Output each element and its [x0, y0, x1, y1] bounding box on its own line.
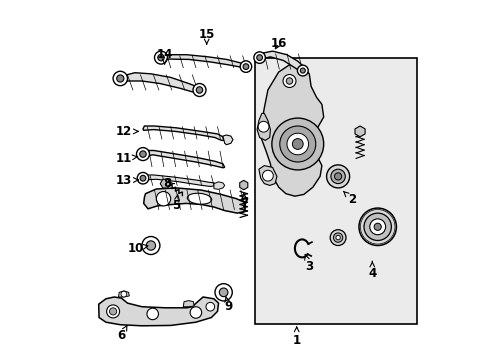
Text: 16: 16 — [270, 37, 286, 50]
Circle shape — [140, 175, 145, 181]
Polygon shape — [118, 291, 129, 297]
Circle shape — [193, 84, 205, 96]
Text: 3: 3 — [304, 255, 313, 273]
Polygon shape — [354, 126, 365, 137]
Circle shape — [113, 71, 127, 86]
Circle shape — [117, 75, 123, 82]
Polygon shape — [99, 297, 218, 326]
Text: 8: 8 — [163, 177, 174, 190]
Circle shape — [109, 308, 117, 315]
Polygon shape — [143, 188, 244, 213]
Bar — [255, 58, 416, 324]
Circle shape — [146, 241, 155, 250]
Circle shape — [363, 213, 390, 240]
Text: 10: 10 — [127, 242, 147, 255]
Circle shape — [240, 61, 251, 72]
Circle shape — [329, 230, 346, 246]
Circle shape — [140, 151, 146, 157]
Text: 4: 4 — [367, 261, 376, 280]
Circle shape — [205, 302, 214, 311]
Circle shape — [300, 68, 305, 73]
Circle shape — [158, 54, 164, 61]
Polygon shape — [239, 180, 247, 190]
Polygon shape — [158, 55, 248, 69]
Text: 7: 7 — [240, 194, 248, 210]
Circle shape — [283, 75, 295, 87]
Circle shape — [286, 133, 308, 155]
Circle shape — [358, 208, 396, 246]
Circle shape — [219, 288, 227, 297]
Polygon shape — [183, 301, 194, 307]
Circle shape — [373, 223, 381, 230]
Circle shape — [196, 87, 203, 93]
Circle shape — [215, 284, 232, 301]
Circle shape — [262, 170, 273, 181]
Circle shape — [258, 121, 268, 132]
Circle shape — [253, 52, 265, 63]
Circle shape — [146, 308, 158, 320]
Text: 1: 1 — [292, 327, 300, 347]
Circle shape — [369, 219, 385, 235]
Text: 5: 5 — [172, 195, 180, 212]
Text: 12: 12 — [116, 125, 138, 138]
Text: 13: 13 — [116, 174, 138, 186]
Polygon shape — [160, 179, 170, 188]
Polygon shape — [118, 73, 202, 93]
Circle shape — [326, 165, 349, 188]
Polygon shape — [257, 113, 270, 140]
Polygon shape — [223, 135, 232, 145]
Polygon shape — [142, 126, 223, 140]
Circle shape — [136, 148, 149, 161]
Ellipse shape — [187, 193, 211, 204]
Circle shape — [256, 55, 262, 60]
Polygon shape — [140, 150, 224, 168]
Polygon shape — [141, 175, 215, 186]
Circle shape — [335, 235, 340, 240]
Circle shape — [285, 78, 292, 84]
Polygon shape — [258, 166, 276, 185]
Circle shape — [156, 192, 170, 206]
Polygon shape — [257, 51, 305, 72]
Circle shape — [121, 291, 126, 297]
Circle shape — [142, 237, 160, 255]
Text: 9: 9 — [224, 297, 232, 313]
Circle shape — [154, 51, 167, 64]
Circle shape — [333, 233, 342, 242]
Circle shape — [271, 118, 323, 170]
Circle shape — [106, 305, 120, 318]
Text: 14: 14 — [156, 48, 172, 64]
Polygon shape — [213, 182, 224, 189]
Circle shape — [292, 139, 303, 149]
Text: 2: 2 — [343, 192, 356, 206]
Circle shape — [330, 169, 345, 184]
Circle shape — [334, 173, 341, 180]
Circle shape — [297, 65, 307, 76]
Circle shape — [190, 307, 201, 318]
Text: 11: 11 — [116, 152, 138, 165]
Circle shape — [243, 64, 248, 69]
Circle shape — [137, 172, 148, 184]
Text: 6: 6 — [117, 326, 127, 342]
Polygon shape — [260, 65, 323, 196]
Text: 15: 15 — [198, 28, 214, 44]
Circle shape — [279, 126, 315, 162]
